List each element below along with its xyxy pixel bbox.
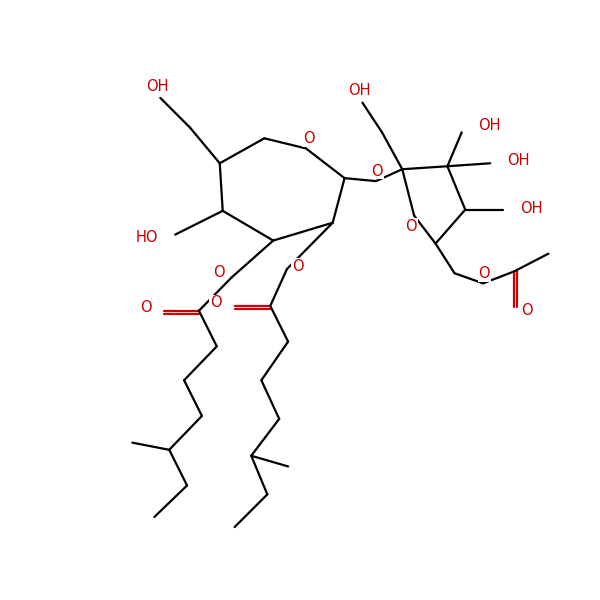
Text: OH: OH — [348, 83, 371, 98]
Text: O: O — [478, 266, 490, 281]
Text: HO: HO — [136, 230, 158, 245]
Text: O: O — [406, 219, 417, 234]
Text: OH: OH — [520, 201, 542, 216]
Text: O: O — [213, 265, 224, 280]
Text: O: O — [521, 302, 533, 317]
Text: OH: OH — [507, 153, 529, 168]
Text: O: O — [140, 300, 151, 315]
Text: OH: OH — [478, 118, 501, 133]
Text: O: O — [210, 295, 221, 310]
Text: O: O — [303, 131, 315, 146]
Text: OH: OH — [146, 79, 169, 94]
Text: O: O — [292, 259, 304, 274]
Text: O: O — [371, 164, 383, 179]
